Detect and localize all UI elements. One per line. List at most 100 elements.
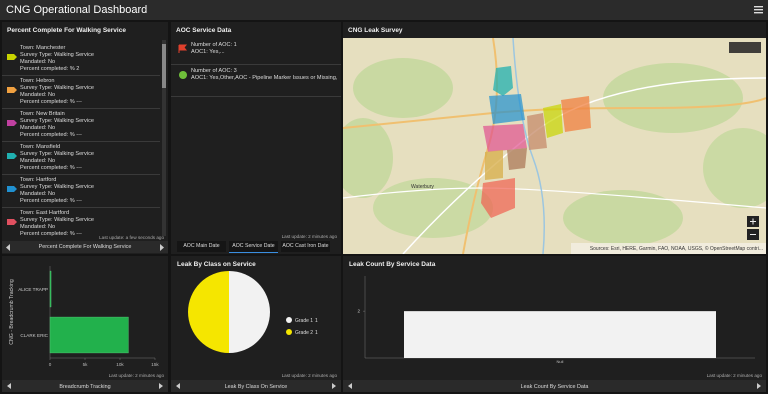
- footer-bar: [2, 380, 168, 392]
- place-label: Waterbury: [411, 184, 434, 190]
- last-update: Last update: 2 minutes ago: [109, 373, 165, 378]
- item-line: Percent completed: % ---: [20, 231, 82, 236]
- list-item[interactable]: Town: Hartford Survey Type: Walking Servi…: [2, 174, 160, 208]
- last-update: Last update: 2 minutes ago: [281, 234, 337, 239]
- tab[interactable]: AOC Service Date: [229, 241, 278, 253]
- item-icon: [178, 71, 187, 79]
- chart-title: Leak Count By Service Data: [349, 261, 436, 268]
- breadcrumb-chart: CNG - Breadcrumb Tracking 0 5k 10k 15k ALICE …: [2, 256, 168, 392]
- map-panel: CNG Leak Survey Waterbury Sources: Esri,…: [343, 22, 766, 254]
- footer-text: Percent Complete For Walking Service: [38, 244, 132, 250]
- legend-label: Grade 2: [295, 330, 313, 336]
- last-update: Last update: 2 minutes ago: [707, 373, 763, 378]
- scrollbar[interactable]: [162, 40, 166, 236]
- y-tick-label: 2: [357, 309, 360, 314]
- legend-label: Grade 1: [295, 318, 313, 324]
- aoc-item[interactable]: Number of AOC: 1 AOC1: Yes,...: [171, 40, 341, 65]
- x-tick-label: Null: [557, 359, 564, 364]
- footer-text: Breadcrumb Tracking: [59, 384, 110, 390]
- y-tick-label: CLARK ERIC: [20, 333, 48, 338]
- tab[interactable]: AOC Cast Iron Date: [281, 241, 330, 252]
- pie-slice: [229, 271, 270, 353]
- legend-swatch: [286, 329, 292, 335]
- item-line: Percent completed: % ---: [20, 198, 82, 204]
- item-line: Number of AOC: 1: [191, 42, 237, 48]
- list-item[interactable]: Town: Manchester Survey Type: Walking Ser…: [2, 42, 160, 76]
- footer-bar: [171, 380, 341, 392]
- footer-text: Leak Count By Service Data: [521, 384, 589, 390]
- bar: [49, 316, 129, 354]
- list-item[interactable]: Town: East Hartford Survey Type: Walking …: [2, 207, 160, 236]
- item-line: Mandated: No: [20, 125, 56, 131]
- item-line: Percent completed: % 2: [20, 66, 80, 72]
- panel-title: CNG Leak Survey: [348, 27, 403, 34]
- legend-value: 1: [315, 330, 318, 336]
- legend-swatch: [286, 317, 292, 323]
- list-item[interactable]: Town: New Britain Survey Type: Walking Se…: [2, 108, 160, 142]
- item-icon: [7, 54, 17, 60]
- item-line: Town: New Britain: [20, 111, 65, 117]
- list-item[interactable]: Town: Hebron Survey Type: Walking Service…: [2, 75, 160, 109]
- item-line: Mandated: No: [20, 92, 56, 98]
- item-line: Mandated: No: [20, 158, 56, 164]
- item-line: Survey Type: Walking Service: [20, 217, 94, 223]
- item-line: AOC1: Yes,Other,AOC - Pipeline Marker Is…: [191, 75, 338, 81]
- last-update: Last update: 2 minutes ago: [282, 373, 338, 378]
- aoc-item[interactable]: Number of AOC: 3 AOC1: Yes,Other,AOC - Pi…: [171, 66, 341, 97]
- dashboard-title: CNG Operational Dashboard: [6, 4, 148, 16]
- header: CNG Operational Dashboard: [0, 0, 768, 20]
- item-icon: [7, 153, 17, 159]
- bar: [49, 270, 52, 308]
- leak-count-chart: Leak Count By Service Data 2 Null Last upda…: [343, 256, 766, 392]
- footer-text: Leak By Class On Service: [225, 384, 288, 390]
- footer-bar: [343, 380, 766, 392]
- last-update: Last update: a few seconds ago: [99, 235, 164, 240]
- item-icon: [7, 87, 17, 93]
- item-line: Town: Hartford: [20, 177, 57, 183]
- tab[interactable]: AOC Main Date: [177, 241, 226, 252]
- item-icon: [7, 120, 17, 126]
- item-line: Survey Type: Walking Service: [20, 52, 94, 58]
- pie-slice: [188, 271, 229, 353]
- item-line: Percent completed: % ---: [20, 165, 82, 171]
- item-line: Mandated: No: [20, 224, 56, 230]
- panel-footer: Percent Complete For Walking Service: [2, 241, 168, 253]
- walking-list[interactable]: Town: Manchester Survey Type: Walking Ser…: [2, 38, 162, 236]
- legend-value: 1: [315, 318, 318, 324]
- item-line: Town: Manchester: [20, 45, 66, 51]
- panel-title: Percent Complete For Walking Service: [7, 27, 126, 34]
- x-tick-label: 5k: [83, 362, 89, 367]
- item-icon: [178, 44, 188, 53]
- x-tick-label: 0: [49, 362, 52, 367]
- item-line: AOC1: Yes,...: [191, 49, 225, 55]
- axis-title: CNG - Breadcrumb Tracking: [9, 279, 15, 345]
- item-line: Town: Hebron: [20, 78, 55, 84]
- x-tick-label: 15k: [151, 362, 159, 367]
- aoc-list[interactable]: Number of AOC: 1 AOC1: Yes,... Number of A…: [171, 38, 341, 98]
- chart-title: Leak By Class on Service: [177, 261, 256, 268]
- item-line: Percent completed: % ---: [20, 132, 82, 138]
- item-line: Survey Type: Walking Service: [20, 151, 94, 157]
- list-item[interactable]: Town: Mansfield Survey Type: Walking Serv…: [2, 141, 160, 175]
- aoc-panel: AOC Service Data Number of AOC: 1 AOC1: Y…: [171, 22, 341, 254]
- map-attribution: Sources: Esri, HERE, Garmin, FAO, NOAA, …: [590, 245, 763, 252]
- footer-arrows[interactable]: [6, 244, 164, 251]
- map[interactable]: Waterbury Sources: Esri, HERE, Garmin, F…: [343, 38, 766, 254]
- item-line: Survey Type: Walking Service: [20, 118, 94, 124]
- item-line: Mandated: No: [20, 191, 56, 197]
- item-line: Town: East Hartford: [20, 210, 70, 216]
- item-line: Mandated: No: [20, 59, 56, 65]
- item-line: Number of AOC: 3: [191, 68, 237, 74]
- item-line: Town: Mansfield: [20, 144, 61, 150]
- panel-title: AOC Service Data: [176, 27, 232, 34]
- item-line: Percent completed: % ---: [20, 99, 82, 105]
- x-tick-label: 10k: [116, 362, 124, 367]
- bar: [404, 311, 716, 358]
- menu-button[interactable]: [754, 5, 763, 14]
- walking-panel: Percent Complete For Walking Service Tow…: [2, 22, 168, 254]
- item-icon: [7, 186, 17, 192]
- y-tick-label: ALICE TRAPP: [18, 287, 48, 292]
- item-icon: [7, 219, 17, 225]
- item-line: Survey Type: Walking Service: [20, 85, 94, 91]
